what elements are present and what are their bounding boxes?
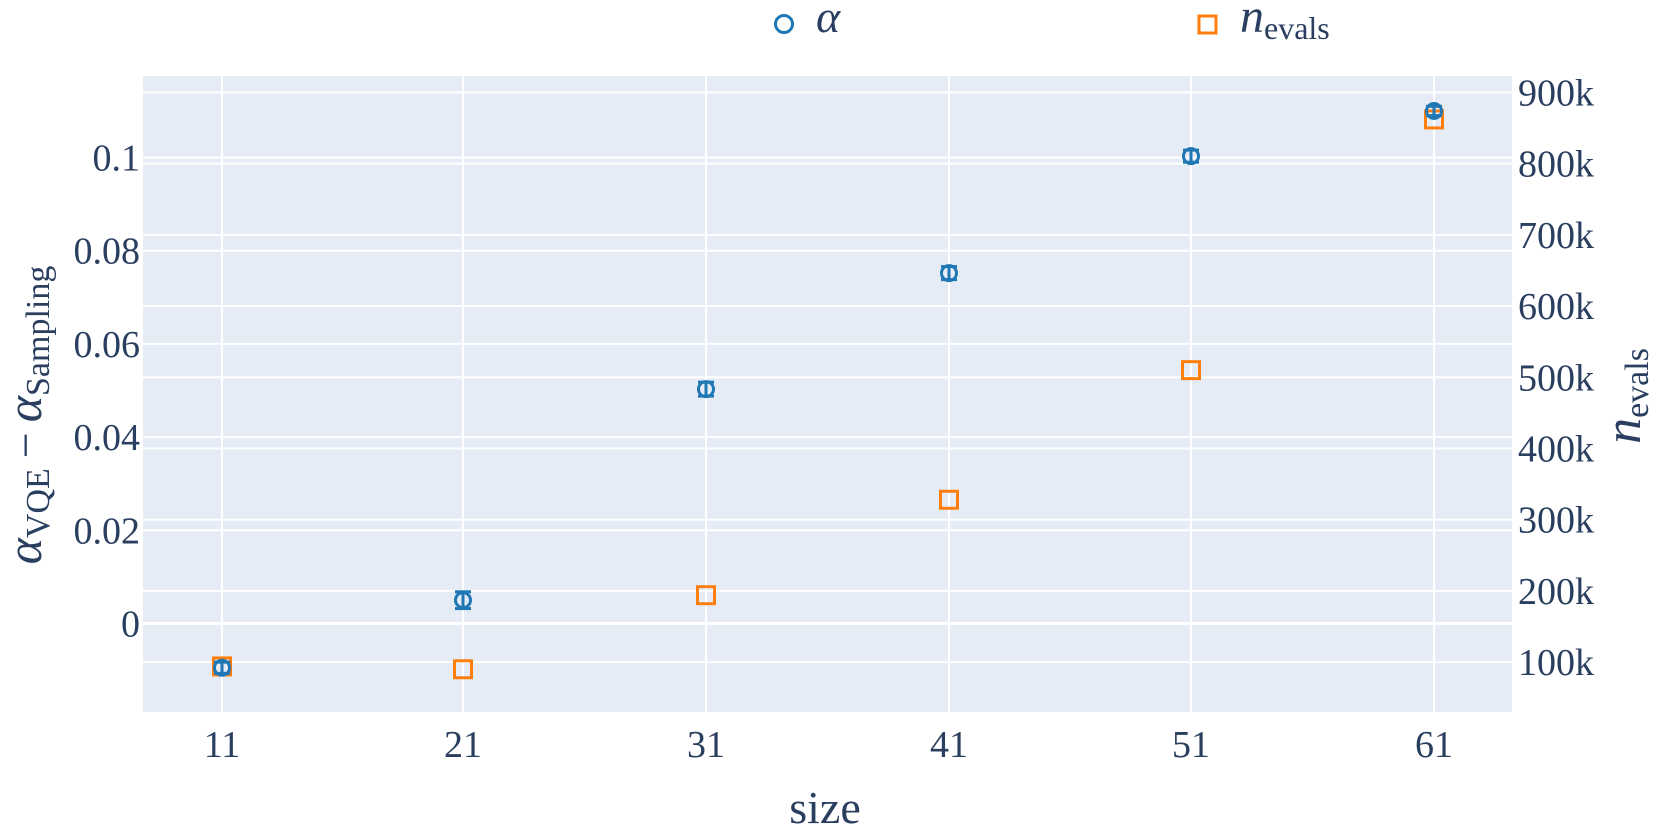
y-right-tick-label: 500k [1518, 357, 1594, 399]
y-left-title-alpha: α [0, 536, 52, 564]
y-right-tick-label: 700k [1518, 215, 1594, 257]
y-right-tick-label: 800k [1518, 144, 1594, 186]
legend-nevals-label: nevals [1240, 0, 1330, 46]
nevals-point [1181, 360, 1201, 381]
y-left-tick-label: 0.1 [93, 138, 141, 180]
alpha-point [454, 591, 472, 610]
y-left-tick-label: 0 [121, 603, 140, 645]
y-right-tick-label: 100k [1518, 642, 1594, 684]
y-right-axis-ticks: 100k 200k 300k 400k 500k 600k 700k 800k 900k [1518, 72, 1594, 684]
y-left-axis-ticks: 0 0.02 0.04 0.06 0.08 0.1 [74, 138, 141, 646]
alpha-point [1182, 147, 1200, 166]
alpha-point [1425, 101, 1443, 120]
alpha-point [213, 658, 231, 677]
nevals-point [696, 585, 716, 606]
y-left-title-alpha2: α [0, 394, 52, 422]
x-tick-label: 61 [1415, 724, 1453, 766]
y-right-tick-label: 900k [1518, 72, 1594, 114]
y-left-title-minus: − [0, 432, 51, 458]
x-tick-label: 11 [204, 724, 241, 766]
legend-nevals-subscript: evals [1264, 10, 1330, 46]
x-tick-label: 41 [930, 724, 968, 766]
series-alpha [213, 101, 1443, 677]
y-right-axis-title: nevals [1595, 348, 1656, 444]
x-tick-label: 31 [687, 724, 725, 766]
legend-nevals-marker [1197, 14, 1218, 35]
y-left-title-sub-sampling: Sampling [20, 266, 57, 396]
x-tick-label: 51 [1172, 724, 1210, 766]
y-left-axis-title: αVQE−αSampling [0, 266, 57, 565]
x-axis-ticks: 11 21 31 41 51 61 [204, 724, 1453, 766]
y-left-tick-label: 0.02 [74, 510, 141, 552]
nevals-point [453, 659, 473, 680]
y-left-tick-label: 0.04 [74, 417, 141, 459]
alpha-point [697, 380, 715, 399]
y-right-title-n: n [1595, 418, 1652, 444]
x-tick-label: 21 [444, 724, 482, 766]
legend-nevals-symbol: n [1240, 0, 1264, 43]
alpha-point [940, 264, 958, 283]
y-right-tick-label: 600k [1518, 286, 1594, 328]
legend-alpha-symbol: α [816, 0, 841, 42]
plot-area [143, 76, 1512, 712]
y-right-tick-label: 300k [1518, 500, 1594, 542]
y-left-tick-label: 0.08 [74, 231, 141, 273]
y-right-tick-label: 200k [1518, 571, 1594, 613]
nevals-point [939, 489, 959, 510]
legend-alpha-marker [774, 14, 794, 34]
y-right-title-sub: evals [1619, 348, 1656, 418]
y-left-title-sub-vqe: VQE [20, 468, 57, 538]
y-right-tick-label: 400k [1518, 428, 1594, 470]
y-left-tick-label: 0.06 [74, 324, 141, 366]
x-axis-title: size [789, 782, 861, 831]
legend-alpha-label: α [816, 0, 841, 42]
legend: α nevals [774, 0, 1330, 46]
grid-lines [143, 76, 1512, 712]
